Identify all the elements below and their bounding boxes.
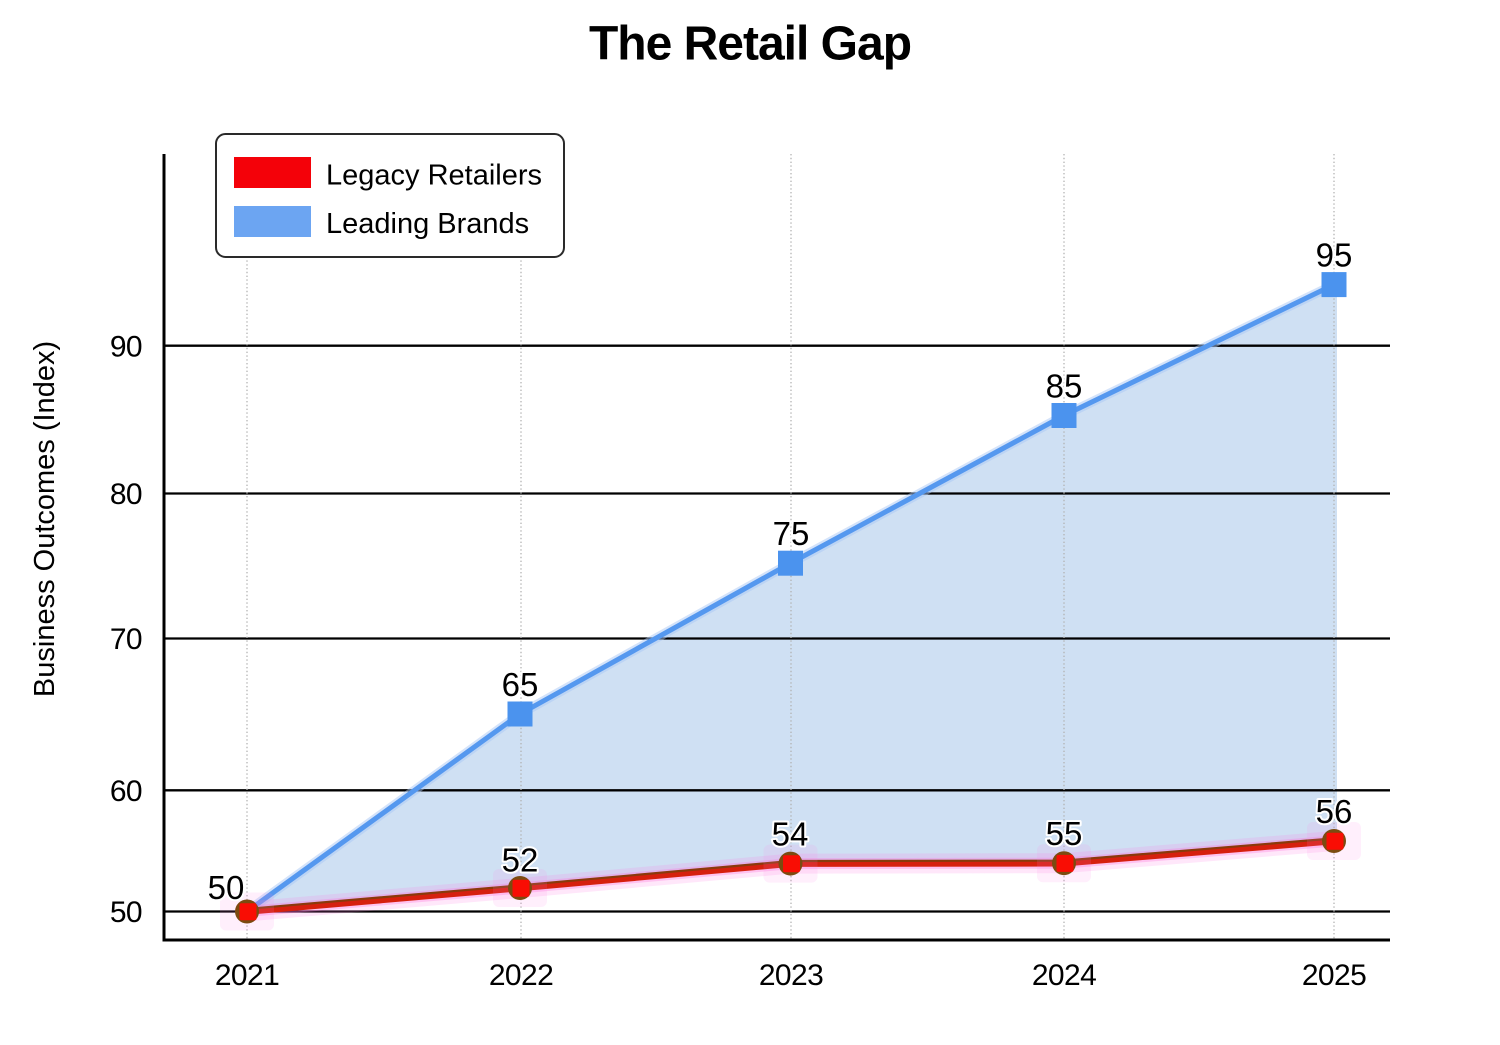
svg-text:95: 95 [1316,237,1353,274]
svg-text:52: 52 [502,842,539,879]
svg-text:Business Outcomes (Index): Business Outcomes (Index) [29,341,61,697]
svg-text:50: 50 [110,896,142,929]
svg-text:60: 60 [110,775,142,808]
svg-text:85: 85 [1046,368,1083,405]
svg-text:75: 75 [773,515,810,552]
svg-text:90: 90 [110,330,142,363]
svg-text:2024: 2024 [1032,959,1096,992]
svg-text:Legacy Retailers: Legacy Retailers [326,159,542,191]
svg-text:Leading Brands: Leading Brands [326,208,529,240]
svg-text:55: 55 [1046,815,1083,852]
svg-text:The Retail Gap: The Retail Gap [589,18,911,71]
svg-text:80: 80 [110,478,142,511]
svg-text:54: 54 [772,816,809,853]
svg-text:2022: 2022 [489,959,553,992]
svg-text:2023: 2023 [759,959,823,992]
svg-text:70: 70 [110,623,142,656]
svg-text:65: 65 [502,666,539,703]
svg-text:50: 50 [208,869,245,906]
svg-text:56: 56 [1316,793,1353,830]
svg-text:2021: 2021 [215,959,279,992]
svg-text:2025: 2025 [1302,959,1366,992]
